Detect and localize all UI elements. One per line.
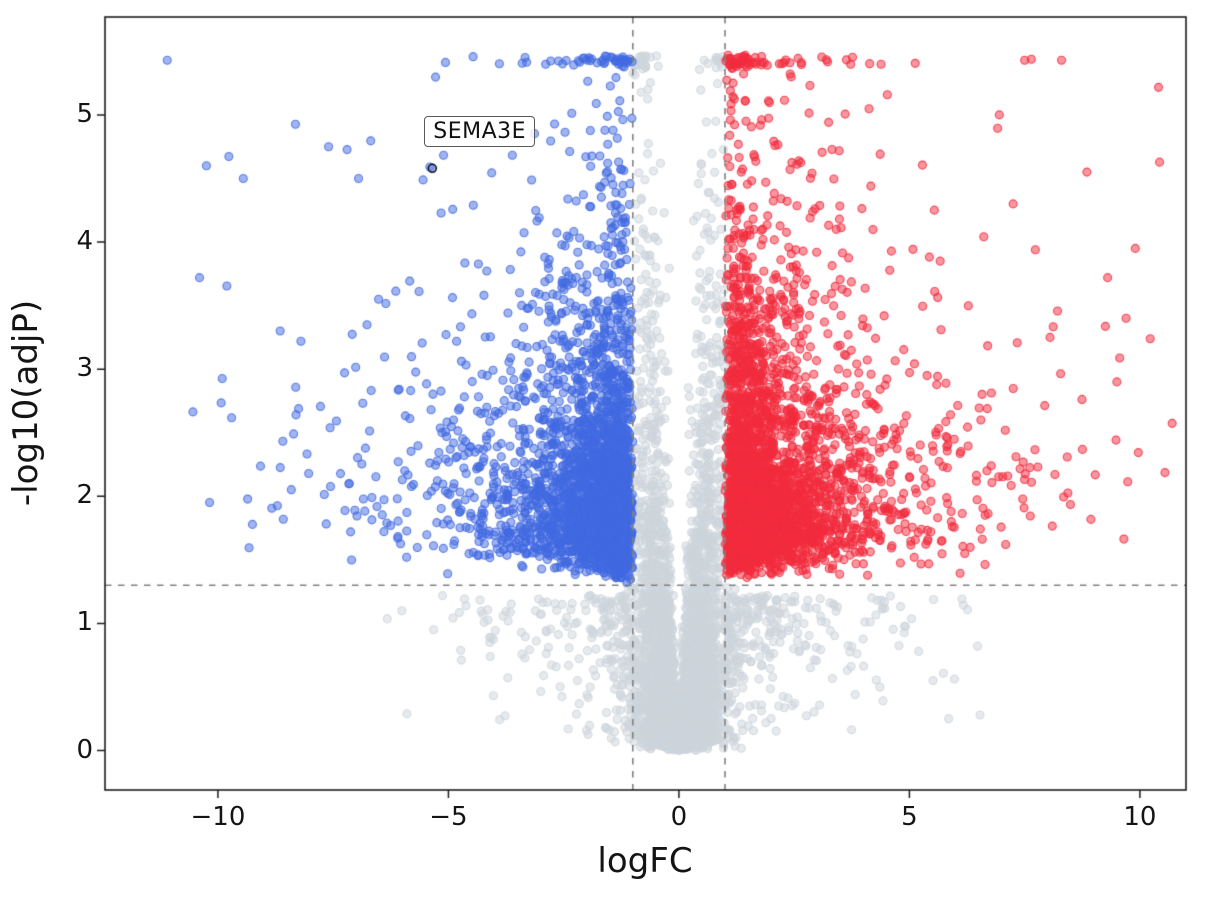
- y-tick-label: 3: [76, 353, 93, 384]
- y-tick-label: 2: [76, 480, 93, 511]
- y-tick-label: 5: [76, 98, 93, 129]
- x-tick-label: −5: [429, 802, 468, 832]
- x-tick-label: 5: [901, 802, 918, 832]
- x-tick-label: −10: [190, 802, 246, 832]
- x-tick-label: 0: [670, 802, 688, 832]
- y-tick-label: 0: [76, 734, 93, 765]
- y-tick-label: 1: [76, 607, 93, 638]
- x-tick-label: 10: [1123, 802, 1157, 832]
- gene-annotation-label: SEMA3E: [424, 116, 536, 148]
- y-axis-label: -log10(adjP): [6, 299, 46, 507]
- x-axis-label: logFC: [597, 841, 693, 881]
- y-tick-label: 4: [76, 226, 93, 257]
